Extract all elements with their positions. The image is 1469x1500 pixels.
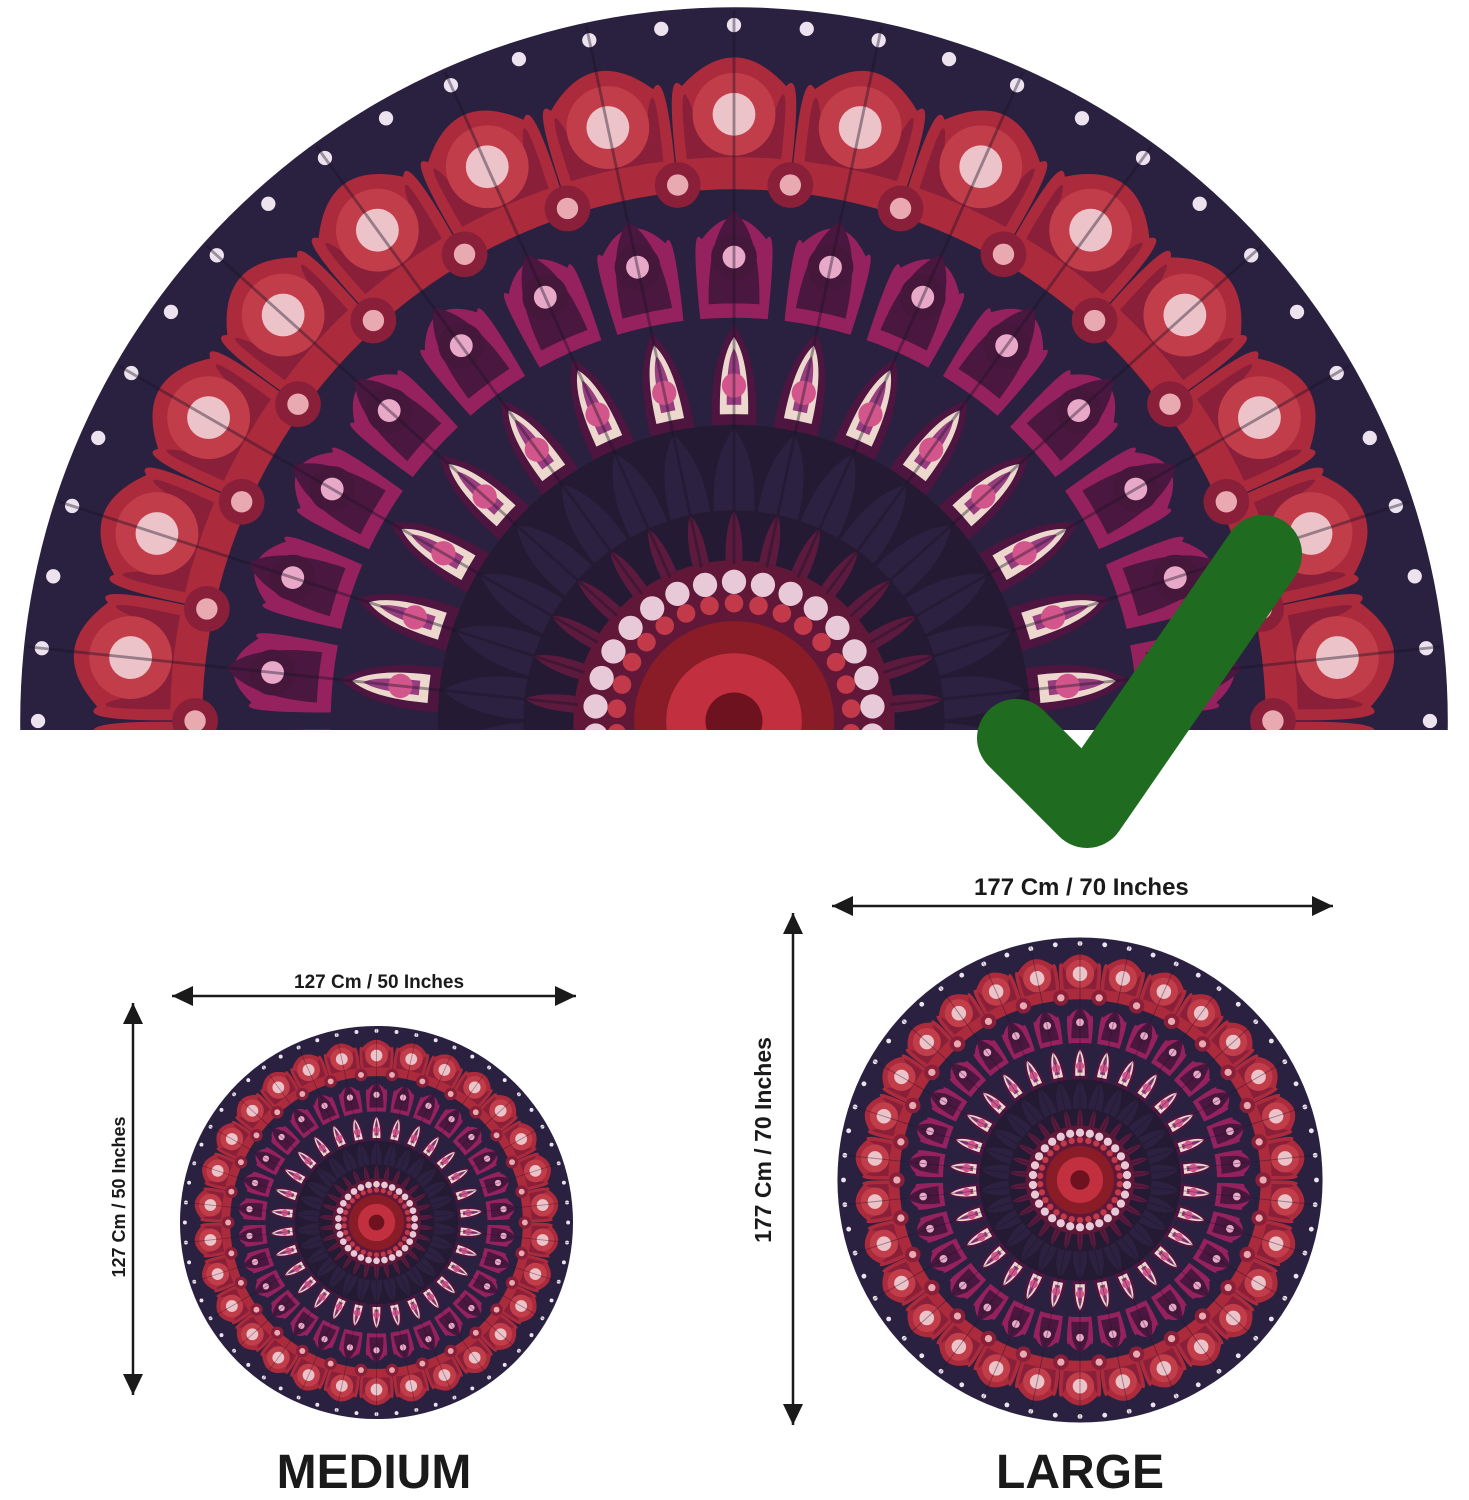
svg-text:177 Cm / 70 Inches: 177 Cm / 70 Inches xyxy=(750,1037,776,1243)
